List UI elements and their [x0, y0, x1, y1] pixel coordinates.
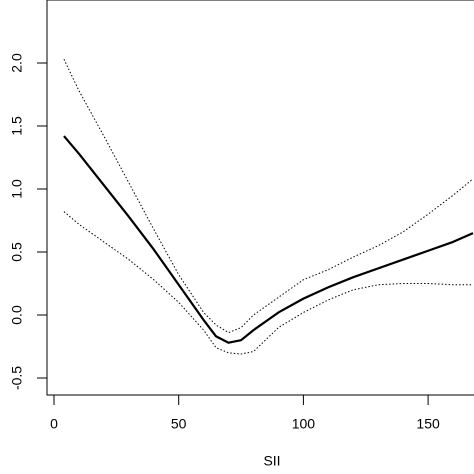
y-tick-label: 1.0: [9, 179, 25, 199]
x-tick-label: 150: [416, 416, 440, 432]
plot-frame: [46, 0, 474, 396]
x-axis-label: SII: [263, 453, 280, 469]
x-tick-label: 50: [171, 416, 187, 432]
x-tick-label: 0: [50, 416, 58, 432]
y-tick-label: 2.0: [9, 53, 25, 73]
y-tick-label: 0.5: [9, 242, 25, 262]
y-tick-label: -0.5: [9, 366, 25, 390]
series-line: [63, 211, 474, 355]
series-line: [63, 135, 474, 344]
series-line: [63, 59, 474, 334]
x-tick-label: 100: [292, 416, 316, 432]
y-tick-label: 0.0: [9, 305, 25, 325]
y-tick-label: 1.5: [9, 116, 25, 136]
